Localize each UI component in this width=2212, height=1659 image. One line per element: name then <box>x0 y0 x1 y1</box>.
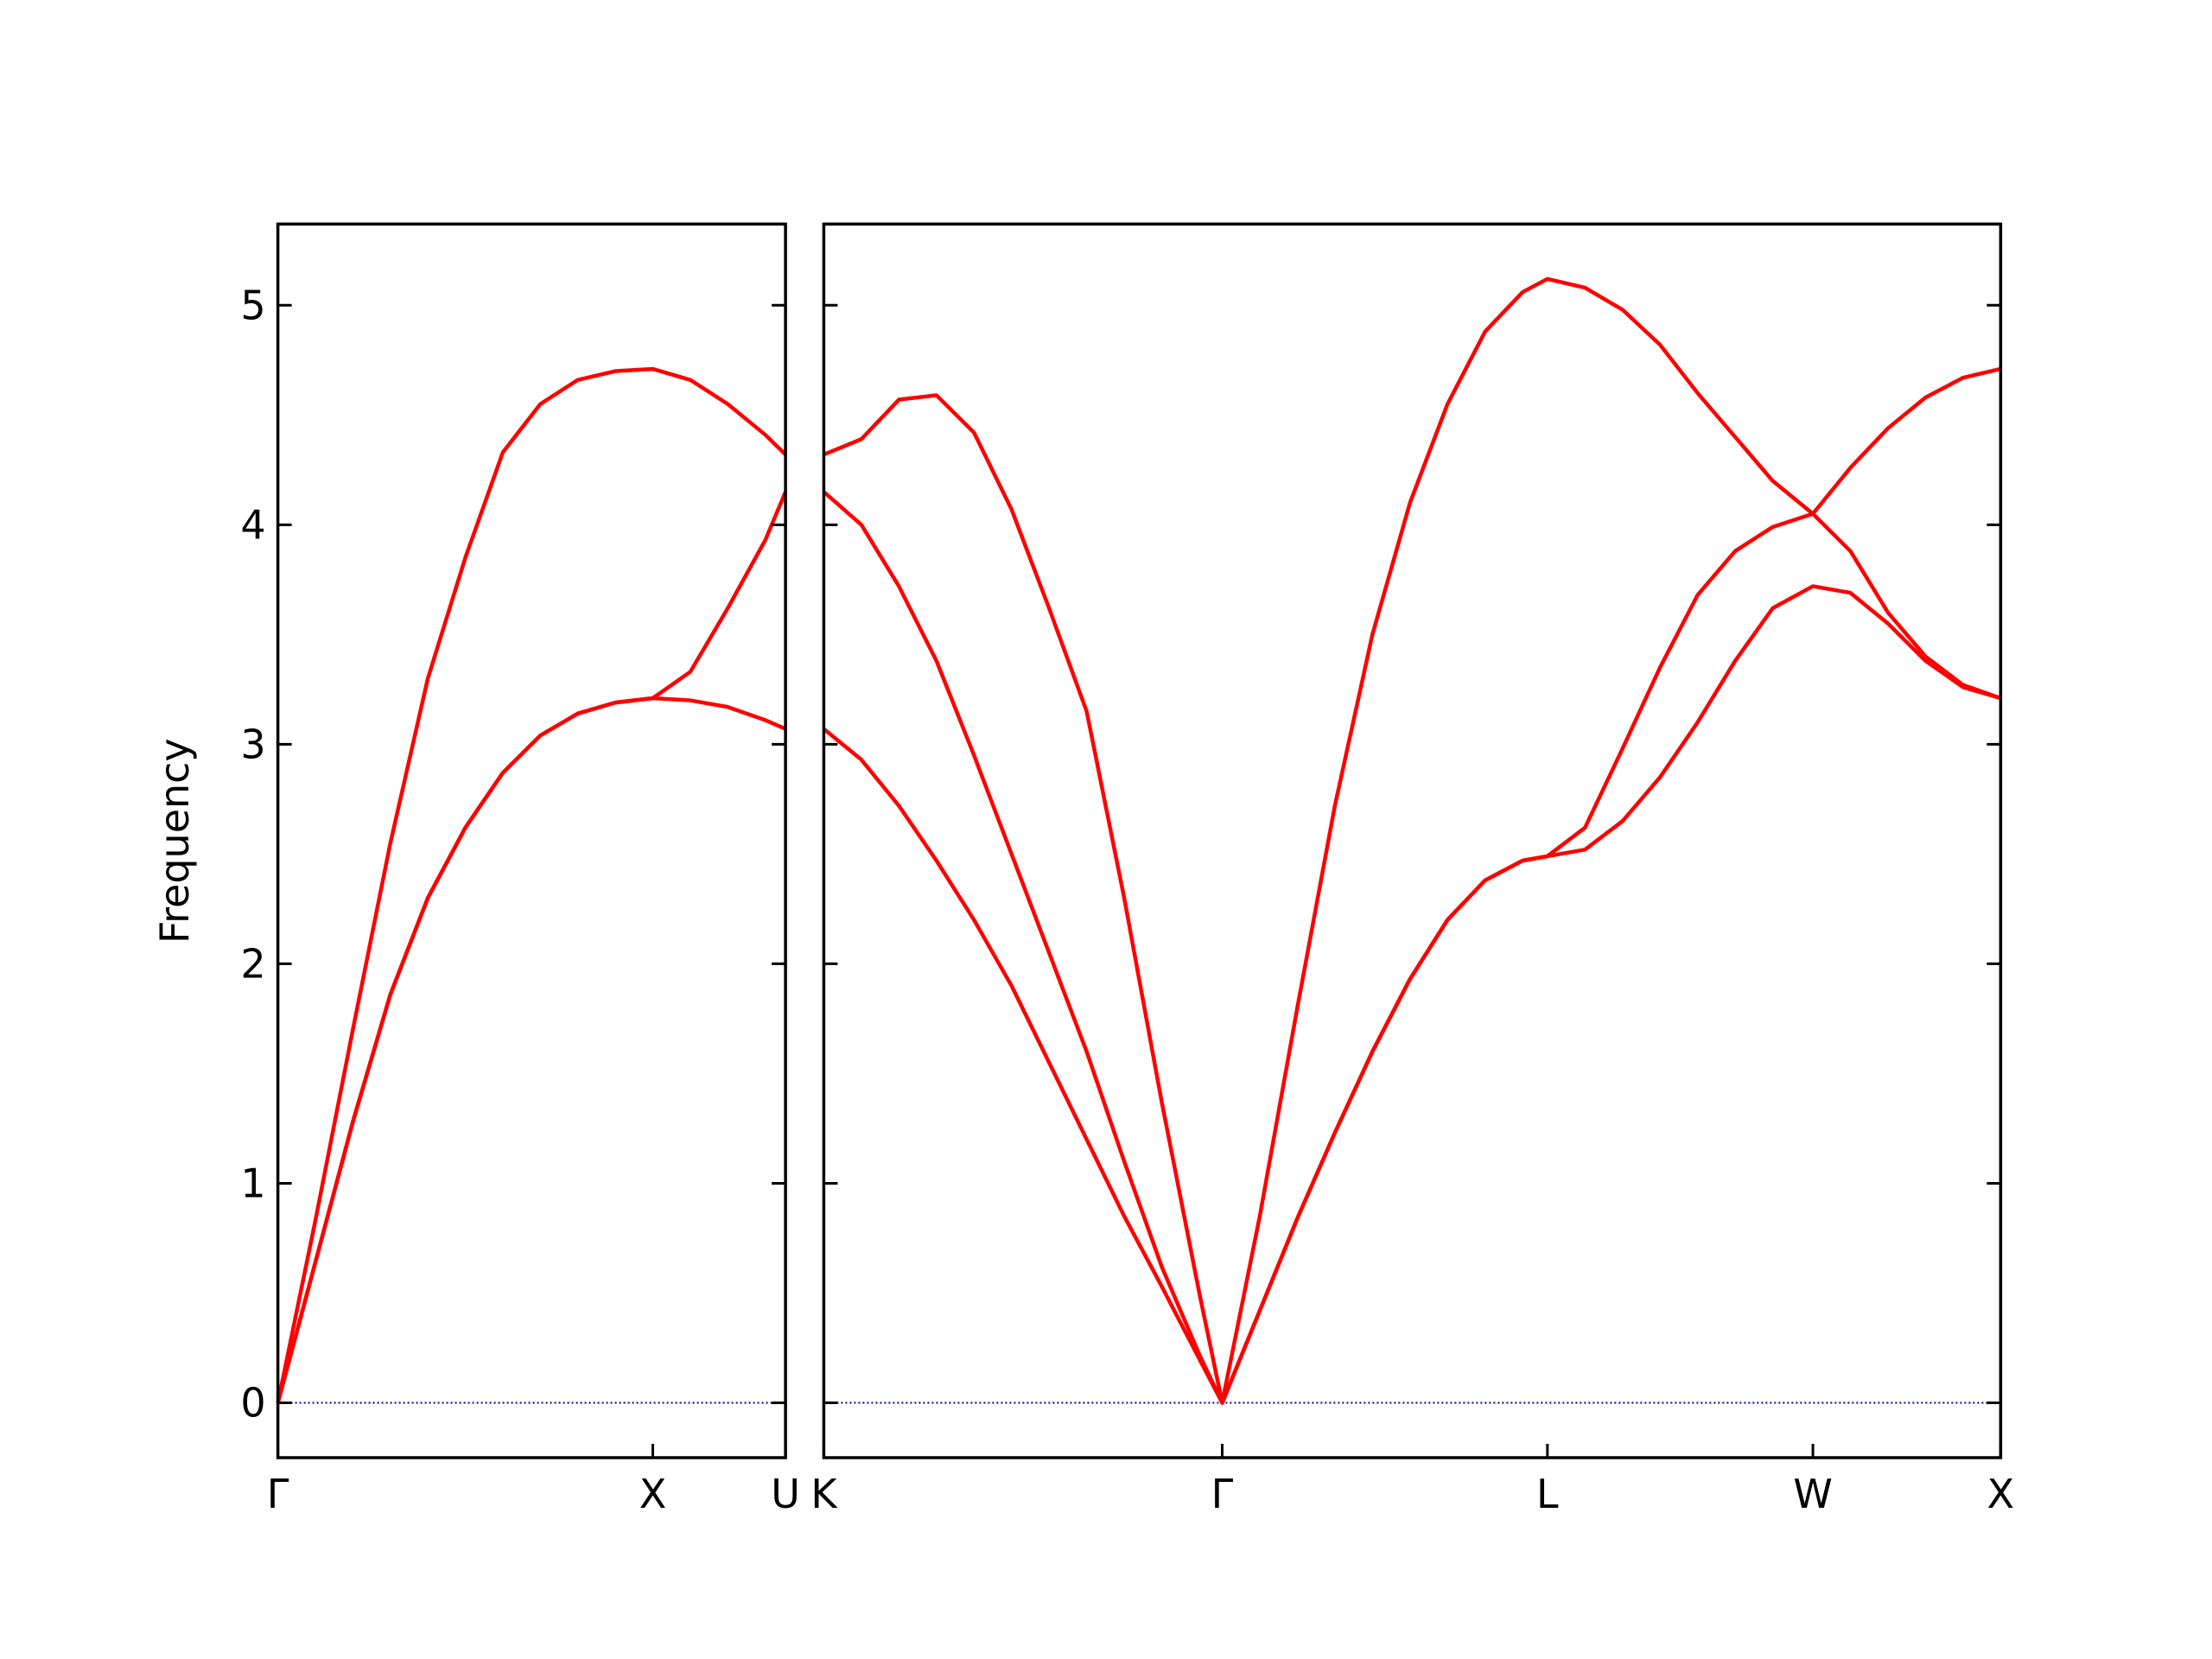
band-line <box>822 490 2002 1405</box>
y-tick-label: 2 <box>240 940 265 987</box>
band-line <box>276 696 786 1404</box>
x-tick-label: W <box>1793 1471 1832 1517</box>
band-line <box>276 491 788 1404</box>
y-tick-label: 1 <box>240 1160 265 1206</box>
band-line <box>823 276 2001 1405</box>
x-tick-label: U <box>771 1471 800 1517</box>
band-line <box>822 584 2002 1405</box>
y-tick-label: 4 <box>240 501 265 548</box>
plot-frame <box>276 222 787 1459</box>
x-tick-label: Γ <box>1211 1471 1234 1517</box>
x-tick-label: X <box>639 1471 667 1517</box>
band-line <box>276 366 787 1403</box>
y-tick-label: 0 <box>240 1379 265 1426</box>
x-tick-label: Γ <box>267 1471 289 1517</box>
plot-frame <box>822 222 2003 1459</box>
y-tick-label: 3 <box>240 721 265 767</box>
x-tick-label: L <box>1536 1471 1559 1517</box>
y-axis-label: Frequency <box>151 738 198 944</box>
y-tick-label: 5 <box>240 282 265 328</box>
x-tick-label: K <box>810 1471 838 1517</box>
x-tick-label: X <box>1987 1471 2015 1517</box>
